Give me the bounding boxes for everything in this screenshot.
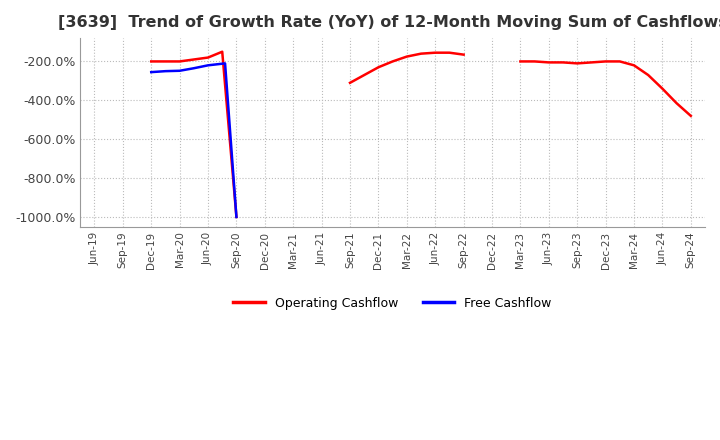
Legend: Operating Cashflow, Free Cashflow: Operating Cashflow, Free Cashflow (228, 292, 557, 315)
Title: [3639]  Trend of Growth Rate (YoY) of 12-Month Moving Sum of Cashflows: [3639] Trend of Growth Rate (YoY) of 12-… (58, 15, 720, 30)
